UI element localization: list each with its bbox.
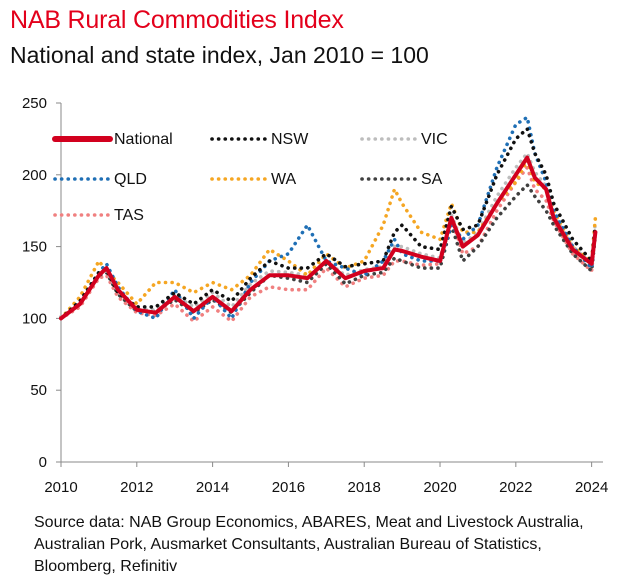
series-line-national (59, 155, 598, 321)
x-tick-label: 2012 (120, 479, 153, 496)
source-note: Source data: NAB Group Economics, ABARES… (34, 514, 584, 575)
series-line-qld (59, 115, 598, 321)
y-tick-label: 150 (22, 239, 47, 256)
x-tick-label: 2016 (272, 479, 305, 496)
y-tick-label: 100 (22, 310, 47, 327)
x-tick-label: 2020 (423, 479, 456, 496)
chart-legend: National NSW VIC QLD WA SA TAS (52, 131, 448, 224)
series-line-nsw (59, 127, 598, 321)
chart-title: NAB Rural Commodities Index (10, 6, 344, 34)
x-tick-label: 2018 (348, 479, 381, 496)
chart-axes: 0 50 100 150 200 250 2010 2012 2014 2016 2018 2020 2… (22, 95, 608, 496)
legend-label-qld: QLD (114, 171, 147, 188)
chart-series-lines (59, 115, 598, 324)
legend-label-tas: TAS (114, 207, 144, 224)
x-tick-label: 2024 (575, 479, 608, 496)
chart-subtitle: National and state index, Jan 2010 = 100 (10, 42, 429, 68)
series-line-sa (59, 183, 598, 319)
legend-label-vic: VIC (421, 131, 448, 148)
y-tick-label: 0 (39, 454, 47, 471)
y-tick-label: 200 (22, 167, 47, 184)
y-tick-label: 50 (30, 382, 47, 399)
series-line-tas (59, 165, 598, 324)
x-tick-label: 2010 (44, 479, 77, 496)
x-tick-label: 2022 (499, 479, 532, 496)
y-tick-label: 250 (22, 95, 47, 112)
legend-label-national: National (114, 131, 173, 148)
x-tick-label: 2014 (196, 479, 229, 496)
legend-label-nsw: NSW (271, 131, 309, 148)
legend-label-wa: WA (271, 171, 297, 188)
legend-label-sa: SA (421, 171, 443, 188)
